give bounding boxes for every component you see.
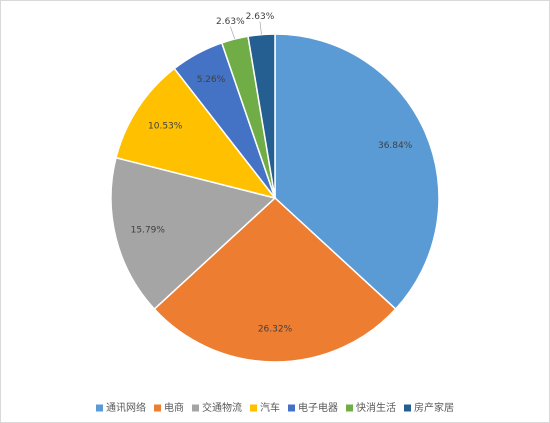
legend-swatch — [346, 404, 353, 412]
leader-line — [259, 21, 262, 35]
legend-label: 交通物流 — [202, 401, 242, 414]
data-label: 36.84% — [378, 141, 413, 151]
pie-slice — [274, 33, 440, 311]
legend-label: 汽车 — [260, 401, 280, 414]
legend: 通讯网络 电商 交通物流 汽车 电子电器 快消生活 房产家居 — [96, 401, 454, 414]
legend-label: 通讯网络 — [106, 401, 146, 414]
legend-label: 快消生活 — [356, 401, 396, 414]
legend-label: 电商 — [164, 401, 184, 414]
legend-swatch — [154, 404, 161, 412]
legend-label: 房产家居 — [414, 401, 454, 414]
data-label: 2.63% — [216, 17, 245, 27]
data-label: 10.53% — [148, 122, 183, 132]
data-label: 26.32% — [258, 325, 293, 335]
data-label: 15.79% — [131, 226, 166, 236]
leader-line — [230, 26, 236, 40]
legend-swatch — [96, 404, 103, 412]
pie-slice — [110, 156, 277, 311]
legend-swatch — [404, 404, 411, 412]
data-label: 2.63% — [246, 12, 275, 22]
pie-slice — [115, 67, 277, 200]
legend-swatch — [192, 404, 199, 412]
legend-label: 电子电器 — [298, 401, 338, 414]
pie-slice — [247, 33, 276, 199]
legend-swatch — [288, 404, 295, 412]
pie-slice — [153, 196, 397, 363]
data-label: 5.26% — [197, 75, 226, 85]
legend-swatch — [250, 404, 257, 412]
